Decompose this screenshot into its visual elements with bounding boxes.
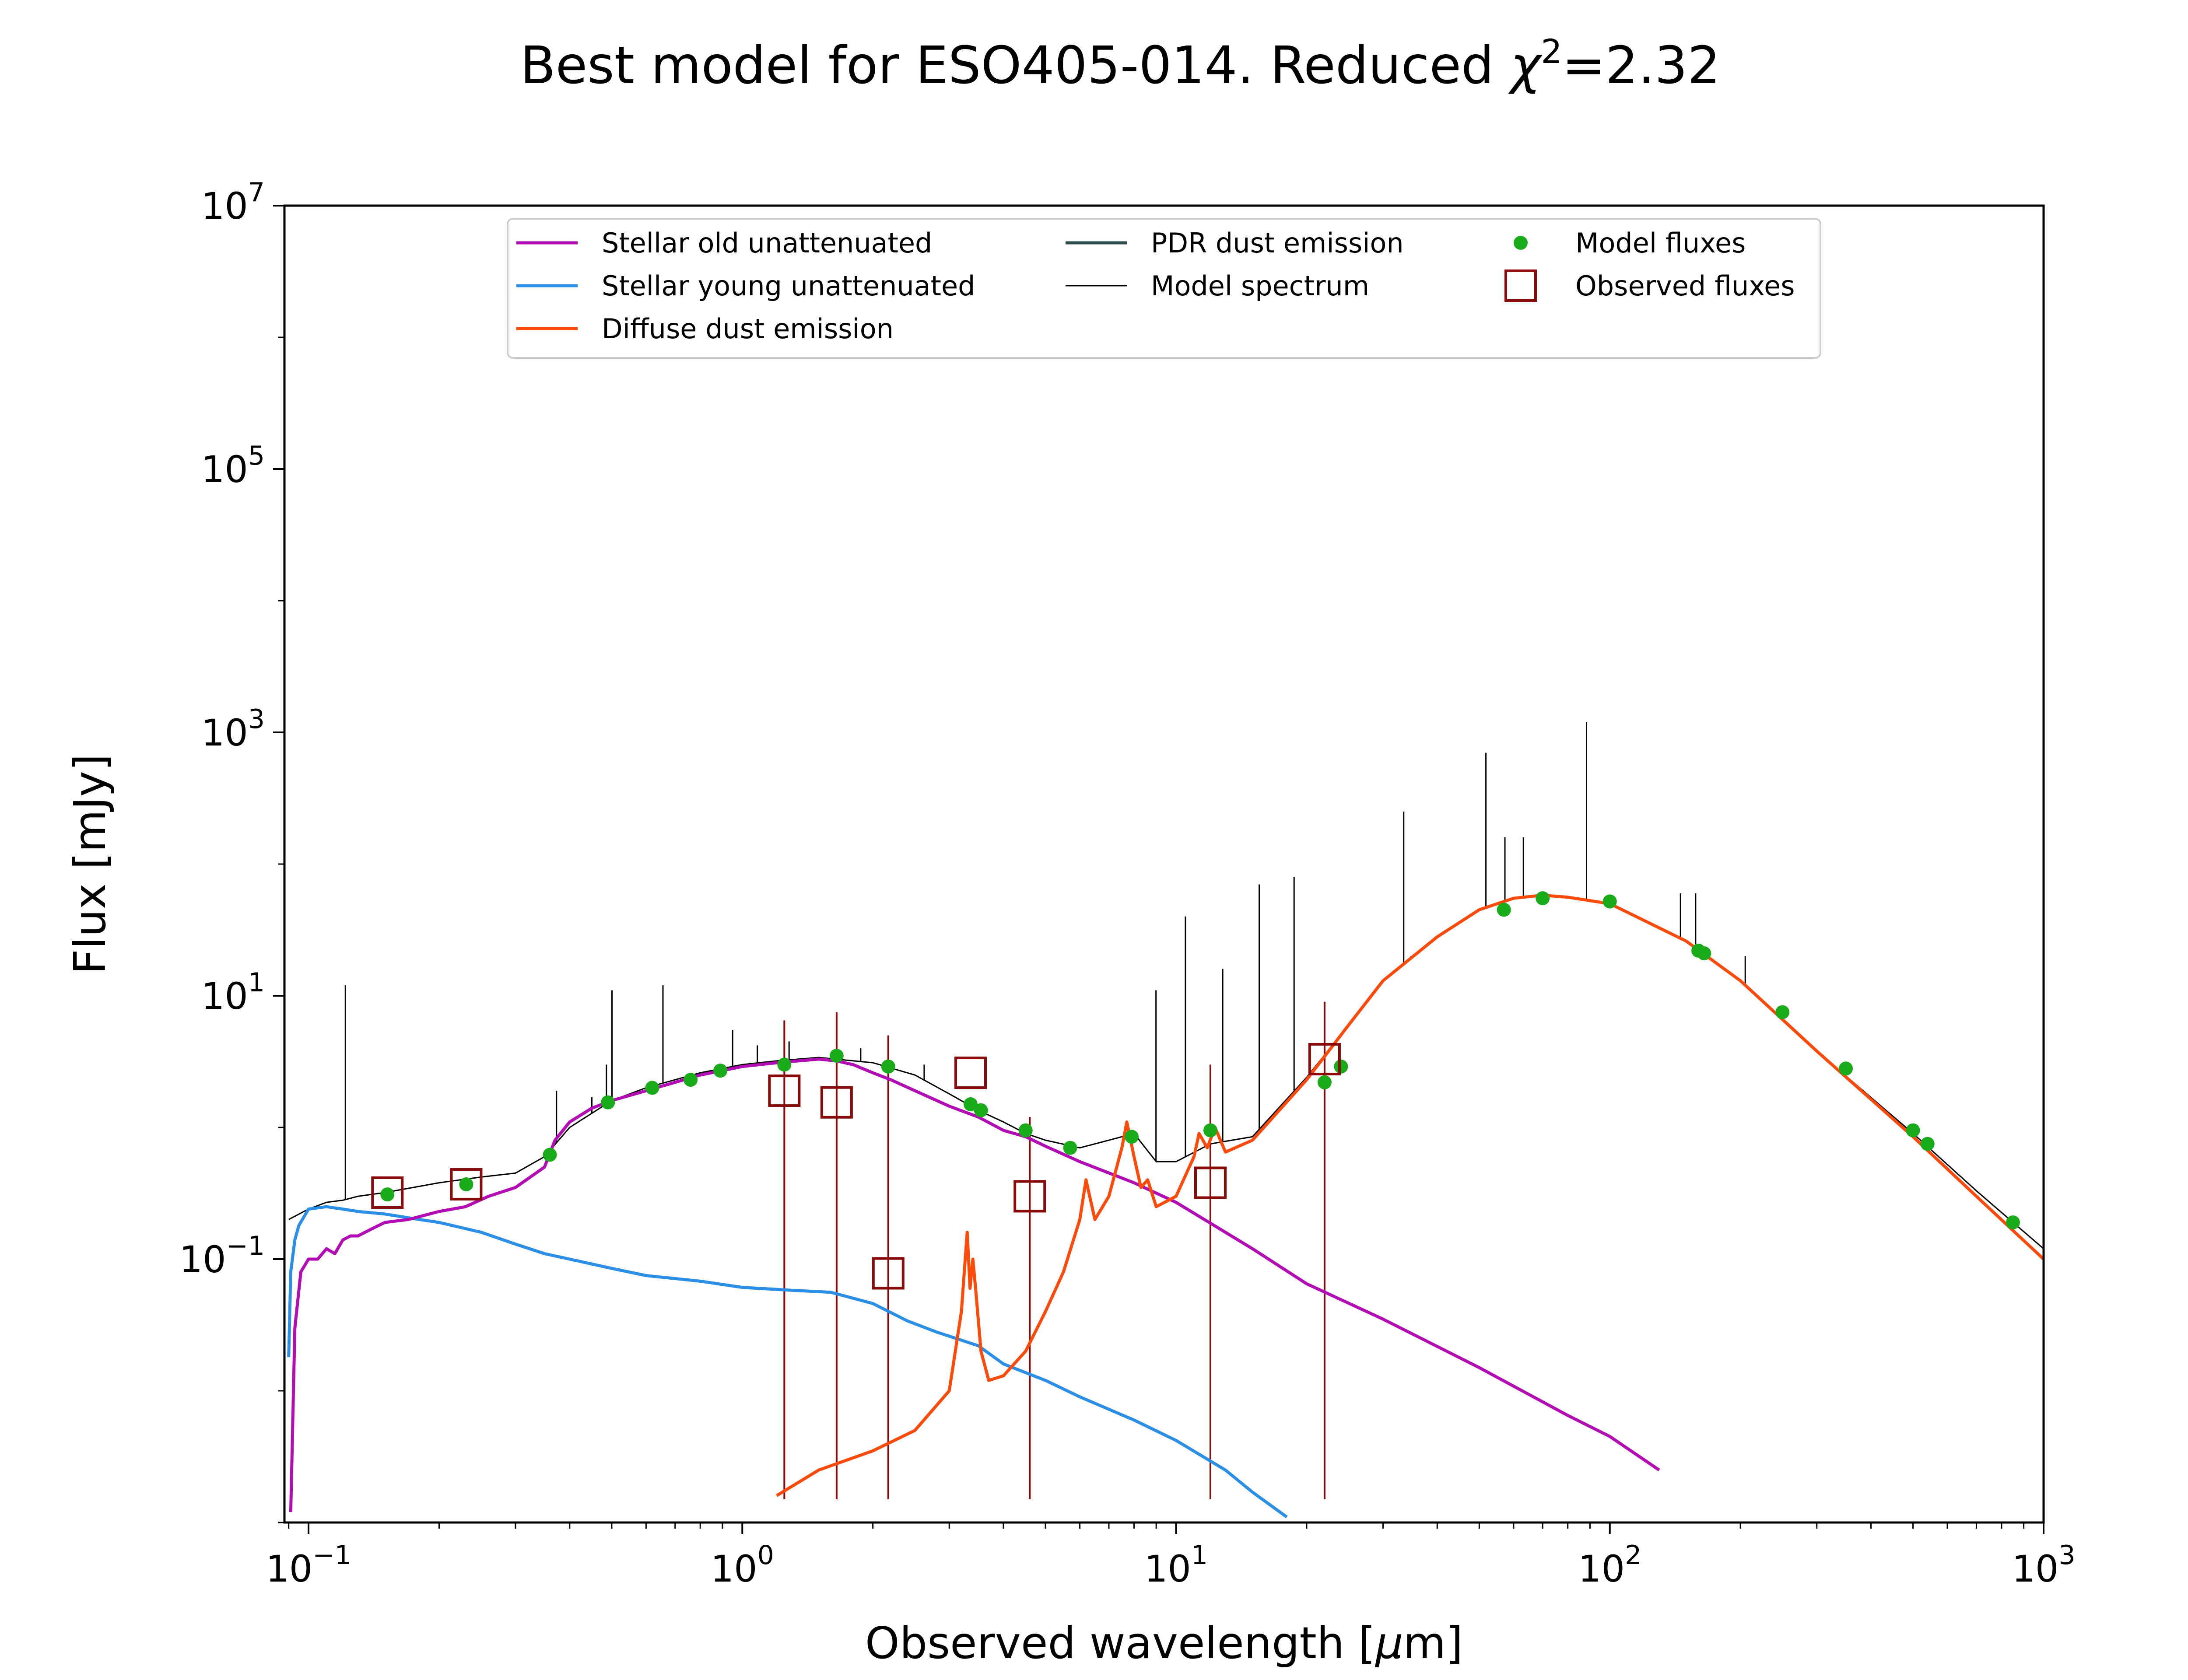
model-flux-point [684, 1073, 698, 1087]
observed-flux-point [1194, 1166, 1227, 1199]
model-flux-point [713, 1064, 728, 1078]
legend-entry: PDR dust emission [1066, 227, 1404, 259]
legend-swatch [1514, 236, 1528, 250]
y-tick-label: 101 [201, 967, 265, 1018]
series-layer [287, 722, 2044, 1519]
y-tick-label: 107 [201, 177, 265, 228]
y-tick-label: 10−1 [179, 1231, 265, 1281]
model-flux-point [777, 1057, 792, 1072]
model-flux-point [974, 1103, 988, 1117]
observed-flux-point [1308, 1043, 1341, 1075]
y-axis-label: Flux [mJy] [64, 754, 116, 974]
legend-label: Stellar old unattenuated [602, 227, 932, 259]
x-tick-label: 101 [1144, 1540, 1208, 1590]
model-flux-point [1906, 1123, 1920, 1138]
model-flux-point [1775, 1005, 1790, 1019]
y-tick-label: 105 [201, 441, 265, 491]
observed-flux-point [1013, 1180, 1046, 1213]
observed-flux-point [820, 1086, 853, 1119]
model-flux-point [829, 1049, 844, 1063]
observed-flux-point [954, 1057, 987, 1089]
plot-area: 10−1 100 101 102 103 10−1 101 103 105 107 [179, 177, 2076, 1590]
legend-label: Model spectrum [1151, 270, 1369, 302]
legend-entry: Stellar old unattenuated [516, 227, 932, 259]
model-flux-point [1063, 1141, 1077, 1155]
legend-label: Stellar young unattenuated [602, 270, 975, 302]
model-flux-point [1497, 903, 1511, 917]
model-flux-point [1334, 1059, 1348, 1074]
observed-flux-point [872, 1257, 905, 1290]
legend-label: Diffuse dust emission [602, 313, 894, 345]
model-flux-point [1839, 1061, 1853, 1076]
x-tick-label: 100 [711, 1540, 774, 1590]
legend-entry: Model spectrum [1066, 270, 1369, 302]
model-flux-point [1125, 1130, 1139, 1144]
model-flux-point [964, 1097, 978, 1111]
x-tick-label: 10−1 [266, 1540, 351, 1590]
x-axis: 10−1 100 101 102 103 [266, 1522, 2076, 1590]
chart-title: Best model for ESO405-014. Reduced χ2=2.… [520, 32, 1721, 95]
legend: Stellar old unattenuated Stellar young un… [507, 218, 1821, 359]
model-flux-point [1920, 1137, 1935, 1151]
legend-label: Observed fluxes [1575, 270, 1795, 302]
model-flux-point [543, 1148, 557, 1162]
x-tick-label: 102 [1578, 1540, 1641, 1590]
model-flux-point [1317, 1075, 1332, 1089]
legend-swatch [1504, 270, 1537, 302]
legend-entry: Stellar young unattenuated [516, 270, 975, 302]
stellar-young-line [287, 1205, 1288, 1519]
x-axis-label: Observed wavelength [μm] [865, 1617, 1463, 1669]
legend-box [507, 218, 1821, 359]
model-flux-point [881, 1059, 895, 1074]
x-tick-label: 103 [2012, 1540, 2075, 1590]
legend-label: PDR dust emission [1151, 227, 1404, 259]
observed-flux-point [371, 1176, 404, 1209]
model-flux-point [645, 1081, 659, 1095]
model-flux-point [2006, 1215, 2020, 1230]
legend-entry: Observed fluxes [1504, 270, 1795, 302]
model-flux-point [1602, 894, 1617, 909]
model-flux-point [380, 1187, 395, 1202]
y-axis: 10−1 101 103 105 107 [179, 177, 284, 1523]
legend-entry: Model fluxes [1514, 227, 1746, 259]
legend-label: Model fluxes [1575, 227, 1746, 259]
observed-flux-point [768, 1074, 801, 1107]
model-flux-point [459, 1177, 473, 1191]
model-flux-point [1203, 1123, 1218, 1138]
observed-flux-point [450, 1168, 483, 1200]
y-tick-label: 103 [201, 704, 265, 754]
model-flux-point [1697, 946, 1711, 961]
model-flux-point [1018, 1123, 1033, 1138]
model-flux-point [601, 1095, 615, 1110]
legend-entry: Diffuse dust emission [516, 313, 894, 345]
model-flux-point [1536, 891, 1550, 906]
